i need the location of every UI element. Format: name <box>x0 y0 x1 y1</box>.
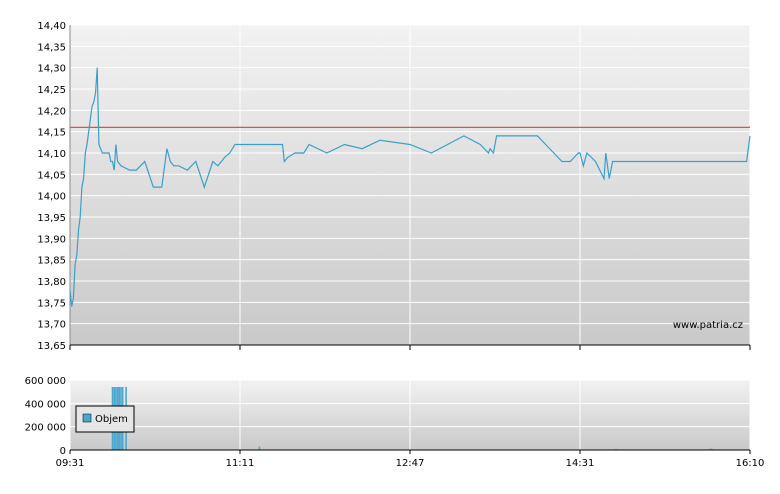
price-y-tick-label: 13,80 <box>37 277 66 288</box>
price-y-tick-label: 14,30 <box>37 64 66 75</box>
price-y-axis: 13,65 13,70 13,75 13,80 13,85 13,90 13,95 14,00… <box>37 21 66 352</box>
price-y-tick-label: 14,05 <box>37 170 66 181</box>
price-y-tick-label: 14,20 <box>37 106 66 117</box>
legend-label: Objem <box>95 414 128 425</box>
x-tick-label: 11:11 <box>226 458 255 469</box>
price-series-line <box>69 67 751 307</box>
volume-y-axis: 0 200 000 400 000 600 000 <box>25 376 66 457</box>
price-y-tick-label: 14,15 <box>37 128 66 139</box>
x-tick-label: 12:47 <box>396 458 425 469</box>
price-y-tick-label: 13,70 <box>37 320 66 331</box>
price-y-tick-label: 13,65 <box>37 341 66 352</box>
volume-x-axis: 09:31 11:11 12:47 14:31 16:10 <box>56 450 765 469</box>
price-y-tick-label: 14,00 <box>37 192 66 203</box>
price-y-tick-label: 13,75 <box>37 298 66 309</box>
price-y-tick-label: 14,35 <box>37 42 66 53</box>
volume-y-tick-label: 400 000 <box>25 399 66 410</box>
price-x-ticks <box>69 345 751 350</box>
x-tick-label: 16:10 <box>736 458 765 469</box>
volume-bar <box>709 448 712 450</box>
price-y-tick-label: 14,25 <box>37 85 66 96</box>
price-y-tick-label: 13,95 <box>37 213 66 224</box>
price-grid <box>69 24 751 346</box>
watermark-text: www.patria.cz <box>673 320 743 331</box>
volume-bar <box>258 446 261 450</box>
x-tick-label: 14:31 <box>566 458 595 469</box>
price-y-tick-label: 13,85 <box>37 256 66 267</box>
price-y-tick-label: 14,40 <box>37 21 66 32</box>
price-y-tick-label: 14,10 <box>37 149 66 160</box>
volume-y-tick-label: 0 <box>60 446 66 457</box>
legend-swatch <box>82 413 92 423</box>
x-tick-label: 09:31 <box>56 458 85 469</box>
volume-y-tick-label: 200 000 <box>25 423 66 434</box>
price-y-tick-label: 13,90 <box>37 234 66 245</box>
volume-legend: Objem <box>75 405 135 433</box>
volume-y-tick-label: 600 000 <box>25 376 66 387</box>
